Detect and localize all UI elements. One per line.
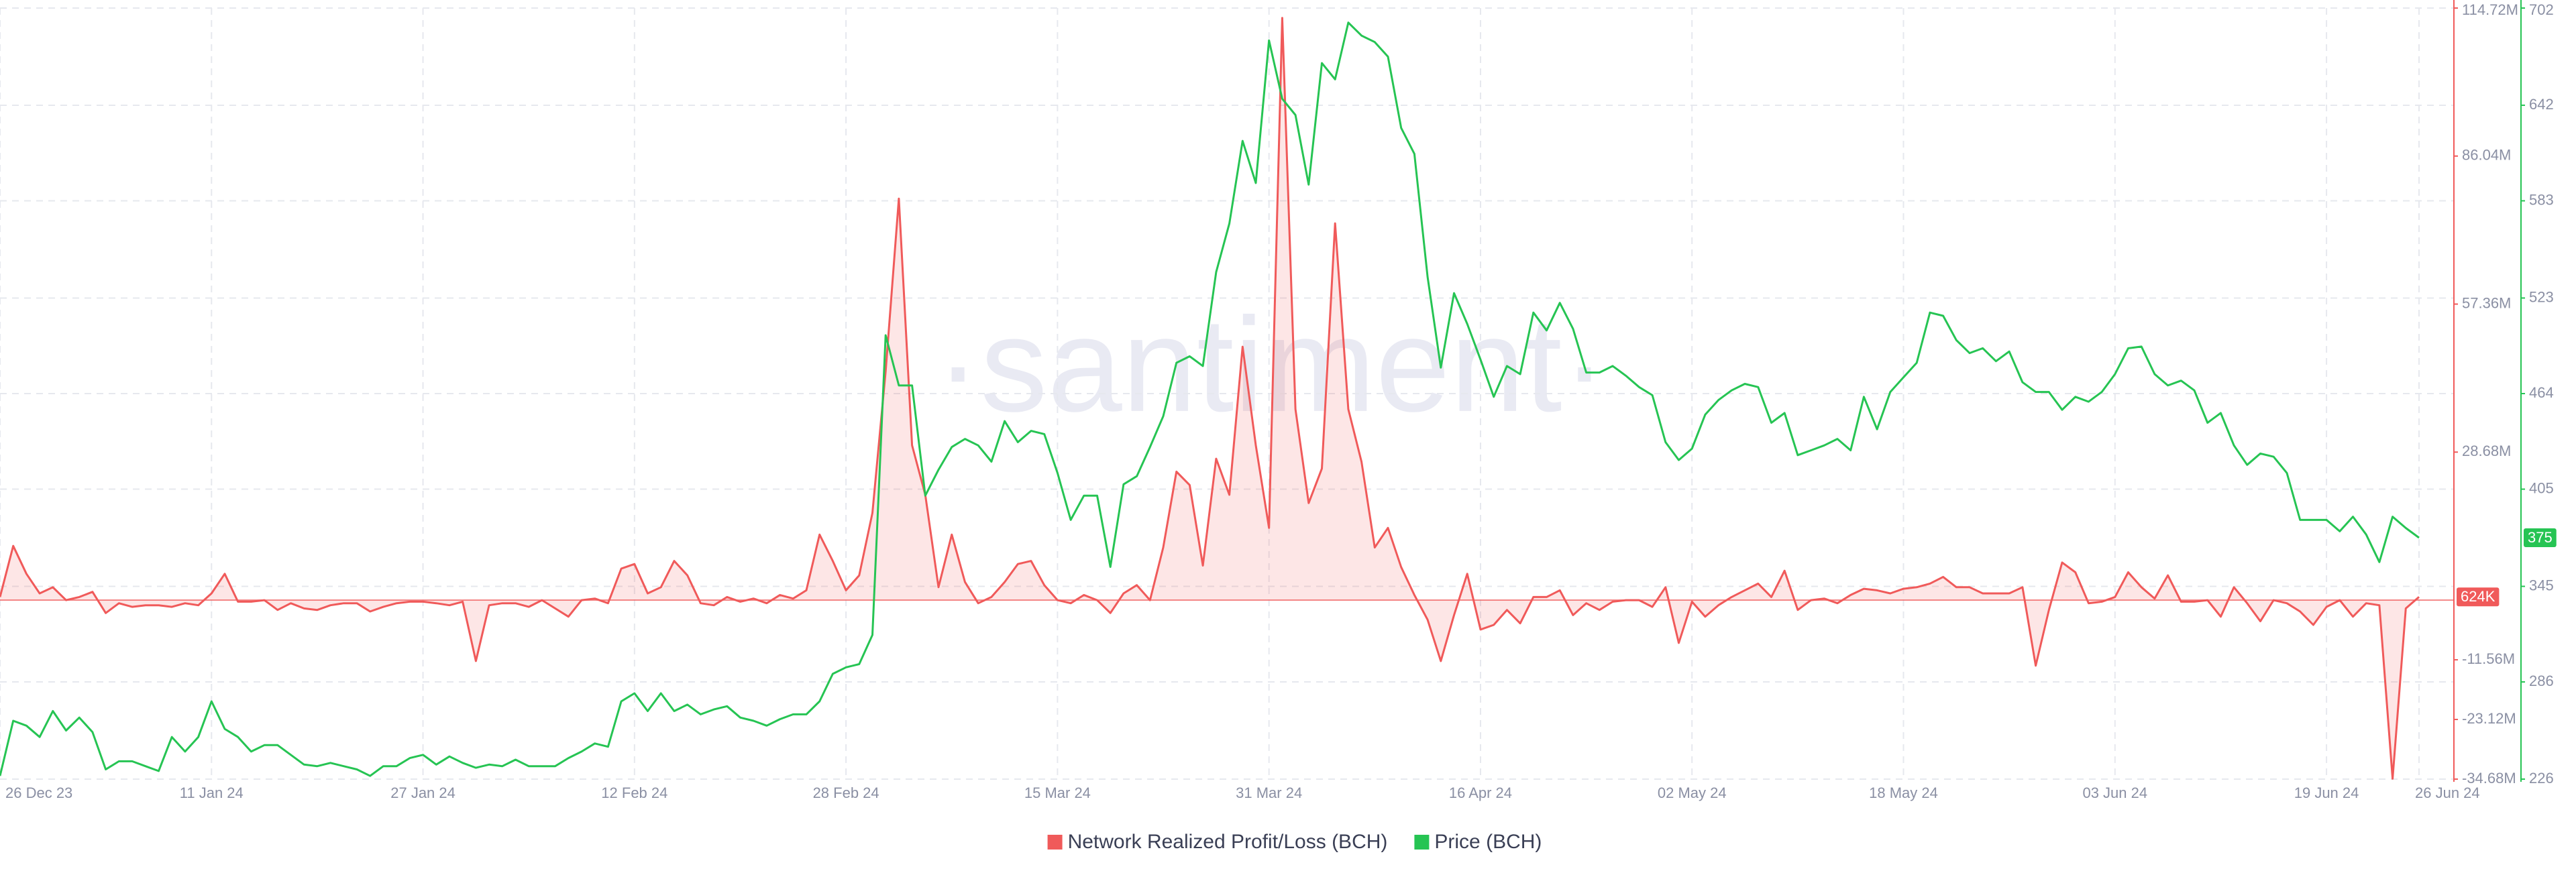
y2-tick-label: 286 [2529, 673, 2554, 689]
x-tick-label: 27 Jan 24 [390, 784, 455, 801]
legend-swatch [1047, 835, 1063, 850]
y2-tick-label: 702 [2529, 1, 2554, 18]
x-tick-label: 11 Jan 24 [180, 784, 244, 801]
line [0, 17, 2420, 780]
y-tick-label: -34.68M [2462, 770, 2516, 786]
x-tick-label: 31 Mar 24 [1236, 784, 1302, 801]
current-value-badge: 624K [2457, 587, 2500, 607]
current-value-badge: 375 [2524, 528, 2557, 548]
badge-box [2524, 528, 2557, 548]
y2-tick-label: 523 [2529, 288, 2554, 305]
y2-tick-label: 464 [2529, 384, 2554, 401]
legend-label: Price (BCH) [1434, 831, 1542, 853]
y2-tick-label: 583 [2529, 191, 2554, 208]
y-tick-label: 86.04M [2462, 147, 2511, 164]
badge-box [2457, 587, 2500, 607]
x-tick-label: 15 Mar 24 [1024, 784, 1091, 801]
y-tick-label: -11.56M [2462, 650, 2515, 667]
x-tick-label: 16 Apr 24 [1449, 784, 1512, 801]
legend: Network Realized Profit/Loss (BCH) Price … [1047, 831, 1542, 853]
y-tick-label: 28.68M [2462, 443, 2511, 459]
x-tick-label: 02 May 24 [1658, 784, 1727, 801]
y-tick-label: -23.12M [2462, 710, 2516, 727]
y2-tick-label: 226 [2529, 770, 2554, 786]
x-tick-label: 19 Jun 24 [2294, 784, 2359, 801]
x-tick-label: 12 Feb 24 [601, 784, 667, 801]
legend-swatch [1414, 835, 1430, 850]
x-tick-label: 26 Jun 24 [2415, 784, 2480, 801]
y-tick-label: 114.72M [2462, 1, 2518, 18]
legend-label: Network Realized Profit/Loss (BCH) [1068, 831, 1388, 853]
x-tick-label: 26 Dec 23 [5, 784, 72, 801]
badge-label: 624K [2461, 588, 2496, 605]
y2-tick-label: 345 [2529, 577, 2554, 593]
badge-label: 375 [2528, 529, 2553, 546]
y-tick-label: 57.36M [2462, 294, 2511, 311]
line [0, 21, 2420, 777]
y2-tick-label: 642 [2529, 96, 2554, 113]
x-tick-label: 03 Jun 24 [2082, 784, 2147, 801]
x-tick-label: 28 Feb 24 [813, 784, 879, 801]
x-tick-label: 18 May 24 [1869, 784, 1938, 801]
y2-tick-label: 405 [2529, 479, 2554, 496]
